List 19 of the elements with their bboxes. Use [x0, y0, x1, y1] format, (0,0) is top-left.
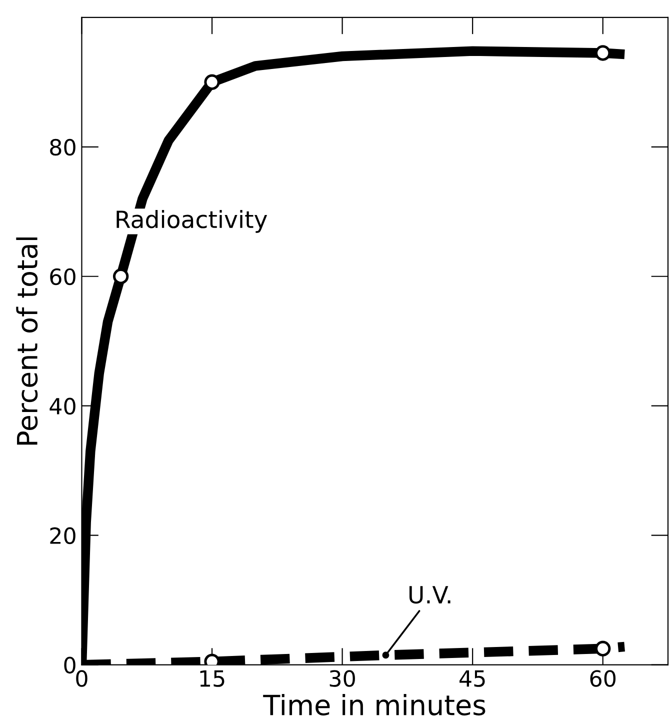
x-tick-label: 15 — [200, 670, 224, 687]
point — [382, 652, 390, 659]
x-tick-label: 0 — [76, 670, 88, 687]
y-tick-label: 60 — [50, 268, 76, 286]
x-axis-title: Time in minutes — [263, 694, 486, 716]
point — [112, 268, 129, 284]
y-tick-label: 40 — [50, 398, 76, 415]
x-tick-label: 60 — [590, 670, 616, 687]
point — [595, 640, 611, 656]
y-tick-label: 20 — [50, 527, 76, 544]
point — [204, 74, 220, 90]
annotation: Radioactivity — [116, 210, 268, 233]
y-tick-label: 80 — [50, 138, 76, 156]
x-tick-label: 30 — [330, 670, 355, 687]
annotation: U.V. — [409, 586, 450, 604]
y-axis-title: Percent of total — [16, 237, 38, 445]
point — [595, 45, 611, 61]
y-tick-label: 0 — [64, 656, 76, 674]
x-tick-label: 45 — [460, 670, 485, 687]
